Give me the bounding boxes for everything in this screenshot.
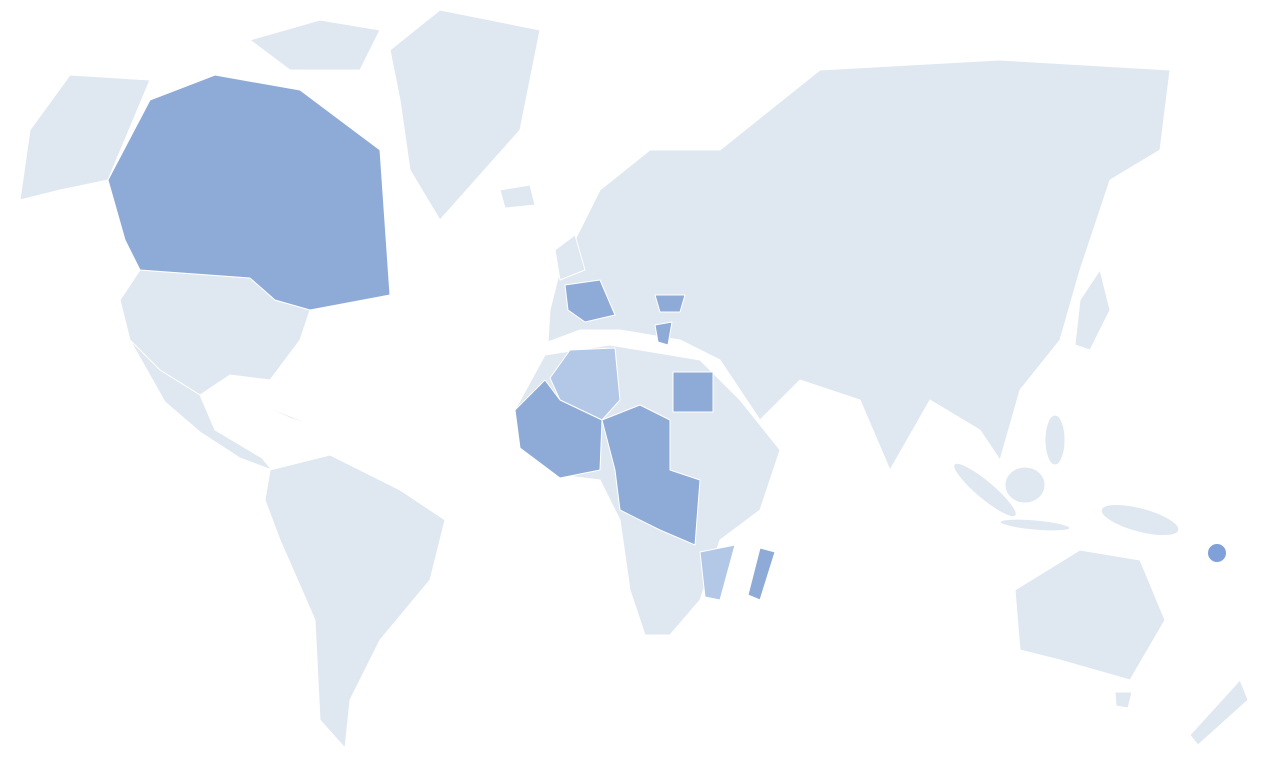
south-america [264,454,446,749]
australia [1014,549,1166,681]
java [999,518,1071,532]
japan [1074,269,1111,351]
borneo [1004,466,1046,504]
united-kingdom [554,234,586,281]
romania [654,294,686,313]
new-zealand [1189,679,1249,746]
sumatra [953,462,1017,518]
mexico-central-america [129,339,273,471]
mozambique [699,544,736,601]
eurasia [547,59,1171,471]
canada [107,74,391,311]
france [564,279,616,323]
tasmania [1114,691,1133,709]
caribbean [249,399,321,429]
highlighted-countries [107,74,776,601]
central-africa [601,404,701,546]
egypt [672,371,714,413]
philippines [1044,414,1066,466]
greenland [389,9,541,221]
new-guinea [1100,503,1180,537]
map-markers [1208,544,1226,562]
greece [654,321,673,346]
west-africa [514,379,603,479]
arctic-islands [249,19,381,71]
marker-vanuatu[interactable] [1208,544,1226,562]
iceland [499,184,536,209]
madagascar [747,547,776,601]
